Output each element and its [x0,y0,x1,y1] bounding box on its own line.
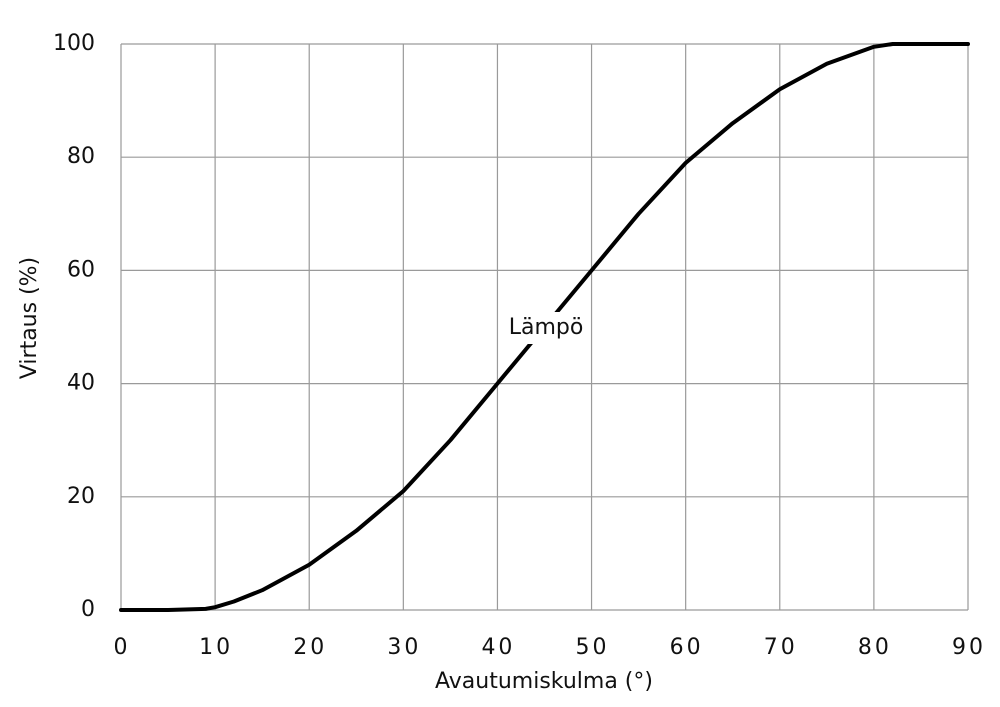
y-tick-label: 100 [53,31,95,56]
x-tick-label: 50 [576,635,610,660]
y-tick-label: 60 [67,257,95,282]
x-tick-label: 20 [293,635,327,660]
series-label: Lämpö [509,315,584,340]
x-tick-label: 40 [481,635,515,660]
y-tick-label: 40 [67,371,95,396]
x-tick-label: 80 [858,635,892,660]
x-tick-label: 90 [952,635,986,660]
y-tick-label: 80 [67,144,95,169]
x-tick-label: 10 [199,635,233,660]
x-tick-label: 70 [764,635,798,660]
y-tick-label: 0 [81,597,95,622]
x-axis-label: Avautumiskulma (°) [435,669,653,694]
line [119,42,970,612]
x-tick-label: 60 [670,635,704,660]
x-tick-label: 0 [114,635,131,660]
y-axis-label: Virtaus (%) [17,257,42,379]
y-tick-label: 20 [67,484,95,509]
x-tick-label: 30 [387,635,421,660]
label-background [503,312,589,344]
